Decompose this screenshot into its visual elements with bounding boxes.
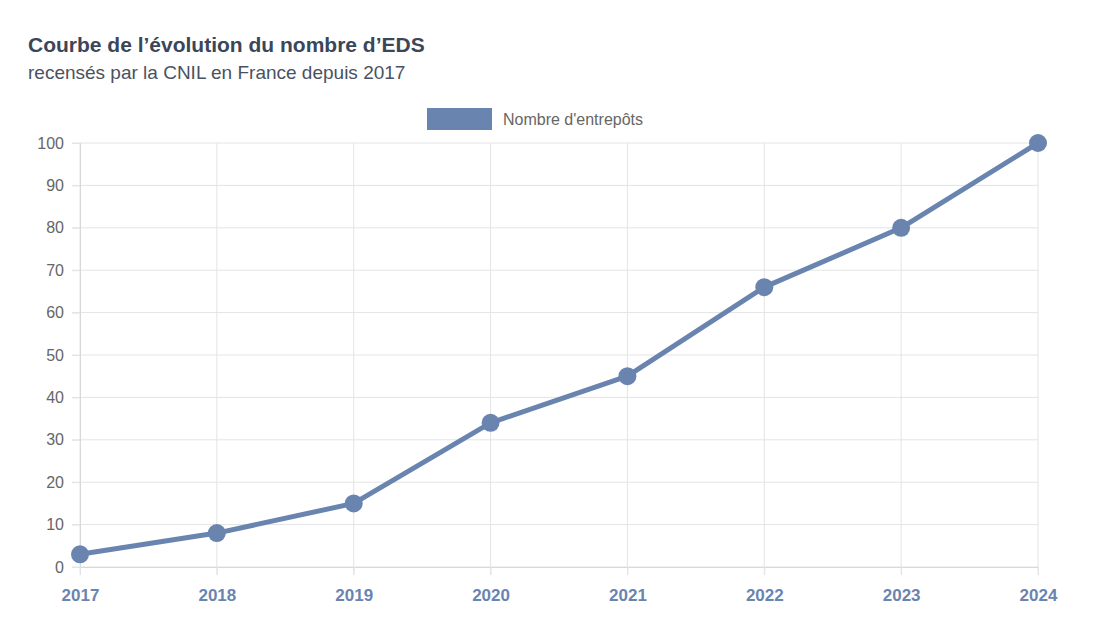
x-tick-mark [80, 567, 81, 575]
grid-line-x [901, 143, 902, 575]
x-tick: 2017 [62, 567, 100, 605]
x-tick-mark [491, 567, 492, 575]
y-tick-mark [72, 313, 80, 314]
y-tick-label: 40 [46, 389, 64, 406]
y-tick: 40 [46, 389, 80, 406]
x-tick-label: 2019 [335, 586, 373, 605]
y-tick-label: 60 [46, 304, 64, 321]
title: Courbe de l’évolution du nombre d’EDS [28, 33, 425, 56]
legend-swatch [427, 108, 492, 130]
x-tick: 2019 [335, 567, 373, 605]
grid-line-x [764, 143, 765, 575]
subtitle: recensés par la CNIL en France depuis 20… [28, 62, 405, 83]
grid-line-x [490, 143, 491, 575]
grid-line-x [1038, 143, 1039, 575]
chart: Courbe de l’évolution du nombre d’EDS rec… [0, 0, 1094, 644]
series-line [80, 143, 1038, 554]
x-tick-mark [354, 567, 355, 575]
x-tick-label: 2022 [746, 586, 784, 605]
series-point [482, 414, 500, 432]
x-tick: 2024 [1020, 567, 1058, 605]
y-tick-label: 90 [46, 177, 64, 194]
y-tick-label: 80 [46, 219, 64, 236]
y-tick: 80 [46, 219, 80, 236]
x-axis-line [81, 568, 1039, 576]
y-tick-mark [72, 228, 80, 229]
y-tick-mark [72, 440, 80, 441]
series-point [755, 278, 773, 296]
x-tick-label: 2024 [1020, 586, 1058, 605]
y-tick: 90 [46, 177, 80, 194]
series-point [208, 524, 226, 542]
y-tick-label: 0 [55, 559, 64, 576]
y-tick-mark [72, 143, 80, 144]
y-tick-mark [72, 355, 80, 356]
x-tick: 2023 [883, 567, 921, 605]
x-tick: 2018 [198, 567, 236, 605]
grid-line-x [627, 143, 628, 575]
y-tick: 30 [46, 431, 80, 448]
y-tick: 10 [46, 516, 80, 533]
series-point [1029, 134, 1047, 152]
y-tick-mark [72, 185, 80, 186]
series-point [71, 545, 89, 563]
x-tick-mark [1038, 567, 1039, 575]
plot-area [71, 134, 1047, 563]
legend-item: Nombre d'entrepôts [427, 108, 643, 130]
y-tick-mark [72, 567, 80, 568]
y-tick: 50 [46, 347, 80, 364]
y-tick-mark [72, 525, 80, 526]
y-tick: 60 [46, 304, 80, 321]
y-tick-mark [72, 397, 80, 398]
y-tick-mark [72, 270, 80, 271]
x-tick-label: 2018 [198, 586, 236, 605]
y-tick-label: 70 [46, 262, 64, 279]
x-axis: 2017 2018 2019 2020 2021 2022 2023 2024 [62, 567, 1058, 605]
x-tick: 2020 [472, 567, 510, 605]
y-tick-label: 20 [46, 474, 64, 491]
y-tick-label: 50 [46, 347, 64, 364]
series-point [345, 494, 363, 512]
x-tick-label: 2023 [883, 586, 921, 605]
x-tick-mark [217, 567, 218, 575]
y-tick: 70 [46, 262, 80, 279]
grid [72, 143, 1038, 575]
series-point [892, 219, 910, 237]
y-axis-line [72, 144, 81, 568]
y-tick-label: 100 [37, 135, 64, 152]
y-tick: 100 [37, 135, 80, 152]
x-tick: 2021 [609, 567, 647, 605]
grid-line-x [216, 143, 217, 575]
x-tick-mark [764, 567, 765, 575]
y-tick-mark [72, 482, 80, 483]
y-axis: 0 10 20 30 40 50 60 70 80 90 100 [37, 135, 80, 576]
x-tick-label: 2021 [609, 586, 647, 605]
y-tick: 20 [46, 474, 80, 491]
legend: Nombre d'entrepôts [427, 108, 643, 130]
x-tick-label: 2020 [472, 586, 510, 605]
x-tick-mark [627, 567, 628, 575]
x-tick-mark [901, 567, 902, 575]
x-tick: 2022 [746, 567, 784, 605]
y-tick-label: 10 [46, 516, 64, 533]
series-point [618, 367, 636, 385]
x-tick-label: 2017 [62, 586, 100, 605]
legend-label: Nombre d'entrepôts [503, 111, 643, 128]
y-tick-label: 30 [46, 431, 64, 448]
